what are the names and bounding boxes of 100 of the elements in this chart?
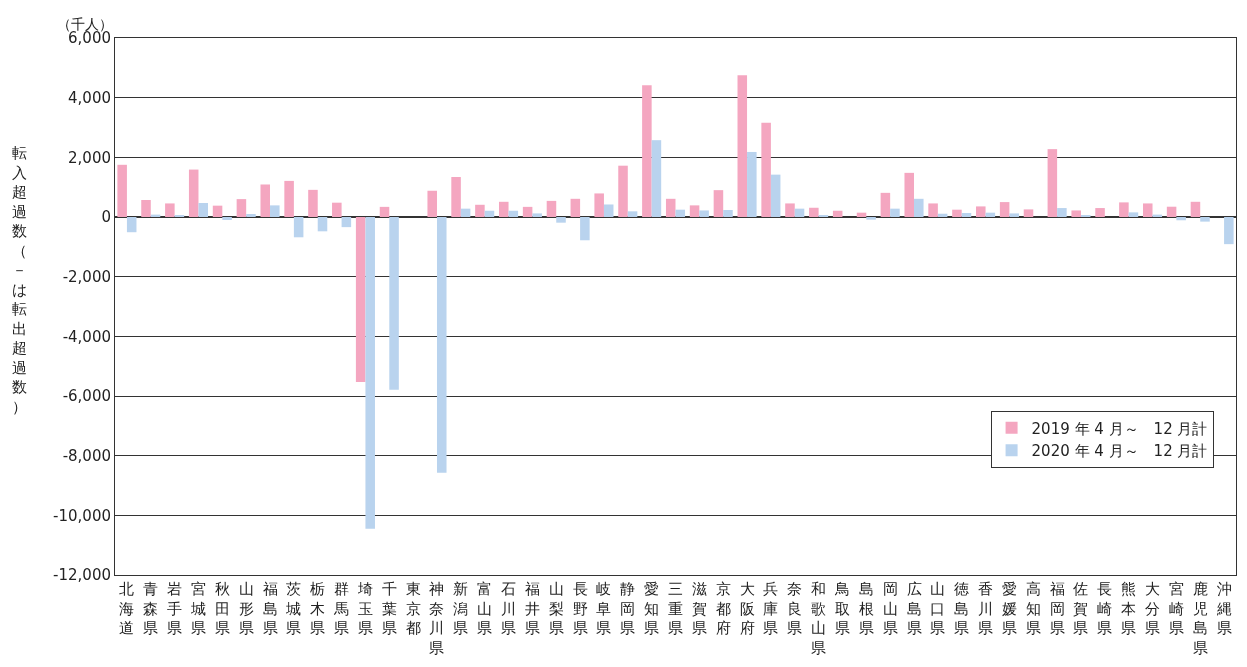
x-tick-label: 千葉県 bbox=[381, 580, 397, 637]
bar bbox=[222, 217, 232, 220]
x-tick-label: 青森県 bbox=[143, 580, 159, 637]
x-tick-label: 香川県 bbox=[978, 580, 994, 637]
bar bbox=[522, 206, 533, 217]
x-tick-label: 山形県 bbox=[238, 580, 254, 637]
x-tick-label: 岐阜県 bbox=[596, 580, 612, 637]
bar bbox=[699, 210, 709, 217]
y-tick-label: 0 bbox=[101, 208, 111, 227]
x-tick-label: 埼玉県 bbox=[356, 580, 373, 637]
x-tick-label: 高知県 bbox=[1025, 580, 1041, 637]
bar bbox=[508, 210, 519, 217]
bar bbox=[484, 210, 495, 217]
bar bbox=[475, 204, 485, 217]
bar bbox=[1166, 206, 1177, 217]
y-tick-label: -2,000 bbox=[62, 267, 111, 286]
bar bbox=[284, 180, 294, 217]
bar bbox=[723, 209, 733, 217]
bar bbox=[999, 202, 1010, 217]
bar bbox=[1071, 210, 1081, 217]
x-tick-label: 滋賀県 bbox=[691, 580, 707, 637]
bar bbox=[436, 217, 447, 473]
bar bbox=[785, 203, 795, 217]
bar bbox=[236, 199, 247, 217]
x-tick-label: 京都府 bbox=[715, 580, 731, 637]
bar bbox=[1009, 213, 1019, 217]
x-tick-label: 広島県 bbox=[906, 580, 922, 637]
bar bbox=[890, 208, 900, 217]
bar bbox=[1176, 217, 1186, 221]
x-tick-label: 佐賀県 bbox=[1073, 580, 1089, 637]
bar bbox=[689, 205, 700, 217]
bar bbox=[675, 209, 686, 217]
bar bbox=[341, 217, 352, 228]
bar bbox=[665, 198, 676, 217]
y-tick-label: -4,000 bbox=[62, 327, 111, 346]
x-tick-label: 奈良県 bbox=[787, 580, 803, 637]
x-tick-label: 福島県 bbox=[262, 580, 278, 637]
bar bbox=[928, 203, 938, 217]
bar bbox=[332, 202, 342, 217]
bar bbox=[1047, 149, 1058, 217]
x-tick-label: 熊本県 bbox=[1121, 580, 1137, 637]
x-tick-label: 茨城県 bbox=[285, 580, 302, 637]
bar bbox=[317, 217, 328, 232]
bar bbox=[499, 201, 509, 217]
y-tick-label: -12,000 bbox=[53, 566, 111, 585]
x-tick-label: 新潟県 bbox=[453, 580, 469, 637]
bar bbox=[809, 207, 819, 217]
y-tick-label: -10,000 bbox=[53, 506, 111, 525]
bar bbox=[603, 204, 614, 217]
bar bbox=[747, 151, 757, 217]
x-tick-label: 静岡県 bbox=[620, 580, 636, 637]
bar bbox=[1023, 209, 1034, 217]
bar bbox=[642, 85, 652, 217]
bar bbox=[198, 202, 209, 217]
x-tick-label: 鹿児島県 bbox=[1192, 580, 1208, 657]
bar bbox=[260, 184, 271, 217]
bar bbox=[651, 140, 662, 217]
x-tick-label: 富山県 bbox=[477, 580, 493, 637]
bar bbox=[126, 217, 137, 233]
text: 転入超過数（－は転出超過数） bbox=[12, 144, 27, 416]
x-tick-label: 福岡県 bbox=[1049, 580, 1065, 637]
legend-label: 2020 年 4 月～ 12 月計 bbox=[1031, 442, 1208, 461]
bar bbox=[1095, 208, 1105, 217]
bar bbox=[761, 122, 771, 217]
y-tick-label: -6,000 bbox=[62, 387, 111, 406]
bar bbox=[141, 200, 151, 217]
bar bbox=[532, 213, 542, 217]
legend-label: 2019 年 4 月～ 12 月計 bbox=[1031, 419, 1208, 438]
x-tick-label: 沖縄県 bbox=[1215, 580, 1232, 637]
bar bbox=[618, 165, 628, 217]
bar bbox=[904, 172, 915, 217]
x-tick-label: 福井県 bbox=[524, 580, 540, 637]
bar bbox=[246, 214, 256, 217]
bar bbox=[165, 203, 175, 217]
bar bbox=[627, 211, 638, 217]
x-tick-label: 長崎県 bbox=[1097, 580, 1113, 637]
bar bbox=[794, 208, 805, 217]
bar bbox=[1200, 217, 1210, 222]
x-tick-label: 和歌山県 bbox=[811, 580, 827, 657]
text: （千人） bbox=[57, 16, 113, 32]
bar bbox=[866, 217, 876, 220]
bar bbox=[451, 177, 461, 217]
bar bbox=[570, 198, 581, 217]
bar bbox=[594, 193, 604, 217]
x-tick-label: 大分県 bbox=[1145, 580, 1161, 637]
bar bbox=[1142, 203, 1153, 217]
y-tick-label: -8,000 bbox=[62, 446, 111, 465]
x-tick-label: 鳥取県 bbox=[833, 580, 850, 637]
x-tick-label: 北海道 bbox=[119, 580, 135, 637]
bar bbox=[556, 217, 566, 223]
bar bbox=[460, 208, 471, 217]
x-tick-label: 群馬県 bbox=[333, 580, 350, 637]
x-tick-label: 愛知県 bbox=[644, 580, 660, 637]
bar bbox=[389, 217, 399, 390]
x-tick-label: 宮城県 bbox=[189, 580, 206, 637]
bar bbox=[270, 205, 280, 217]
bar bbox=[188, 169, 199, 217]
bar bbox=[117, 164, 127, 217]
y-tick-label: 4,000 bbox=[68, 88, 111, 107]
x-tick-label: 島根県 bbox=[858, 580, 874, 637]
